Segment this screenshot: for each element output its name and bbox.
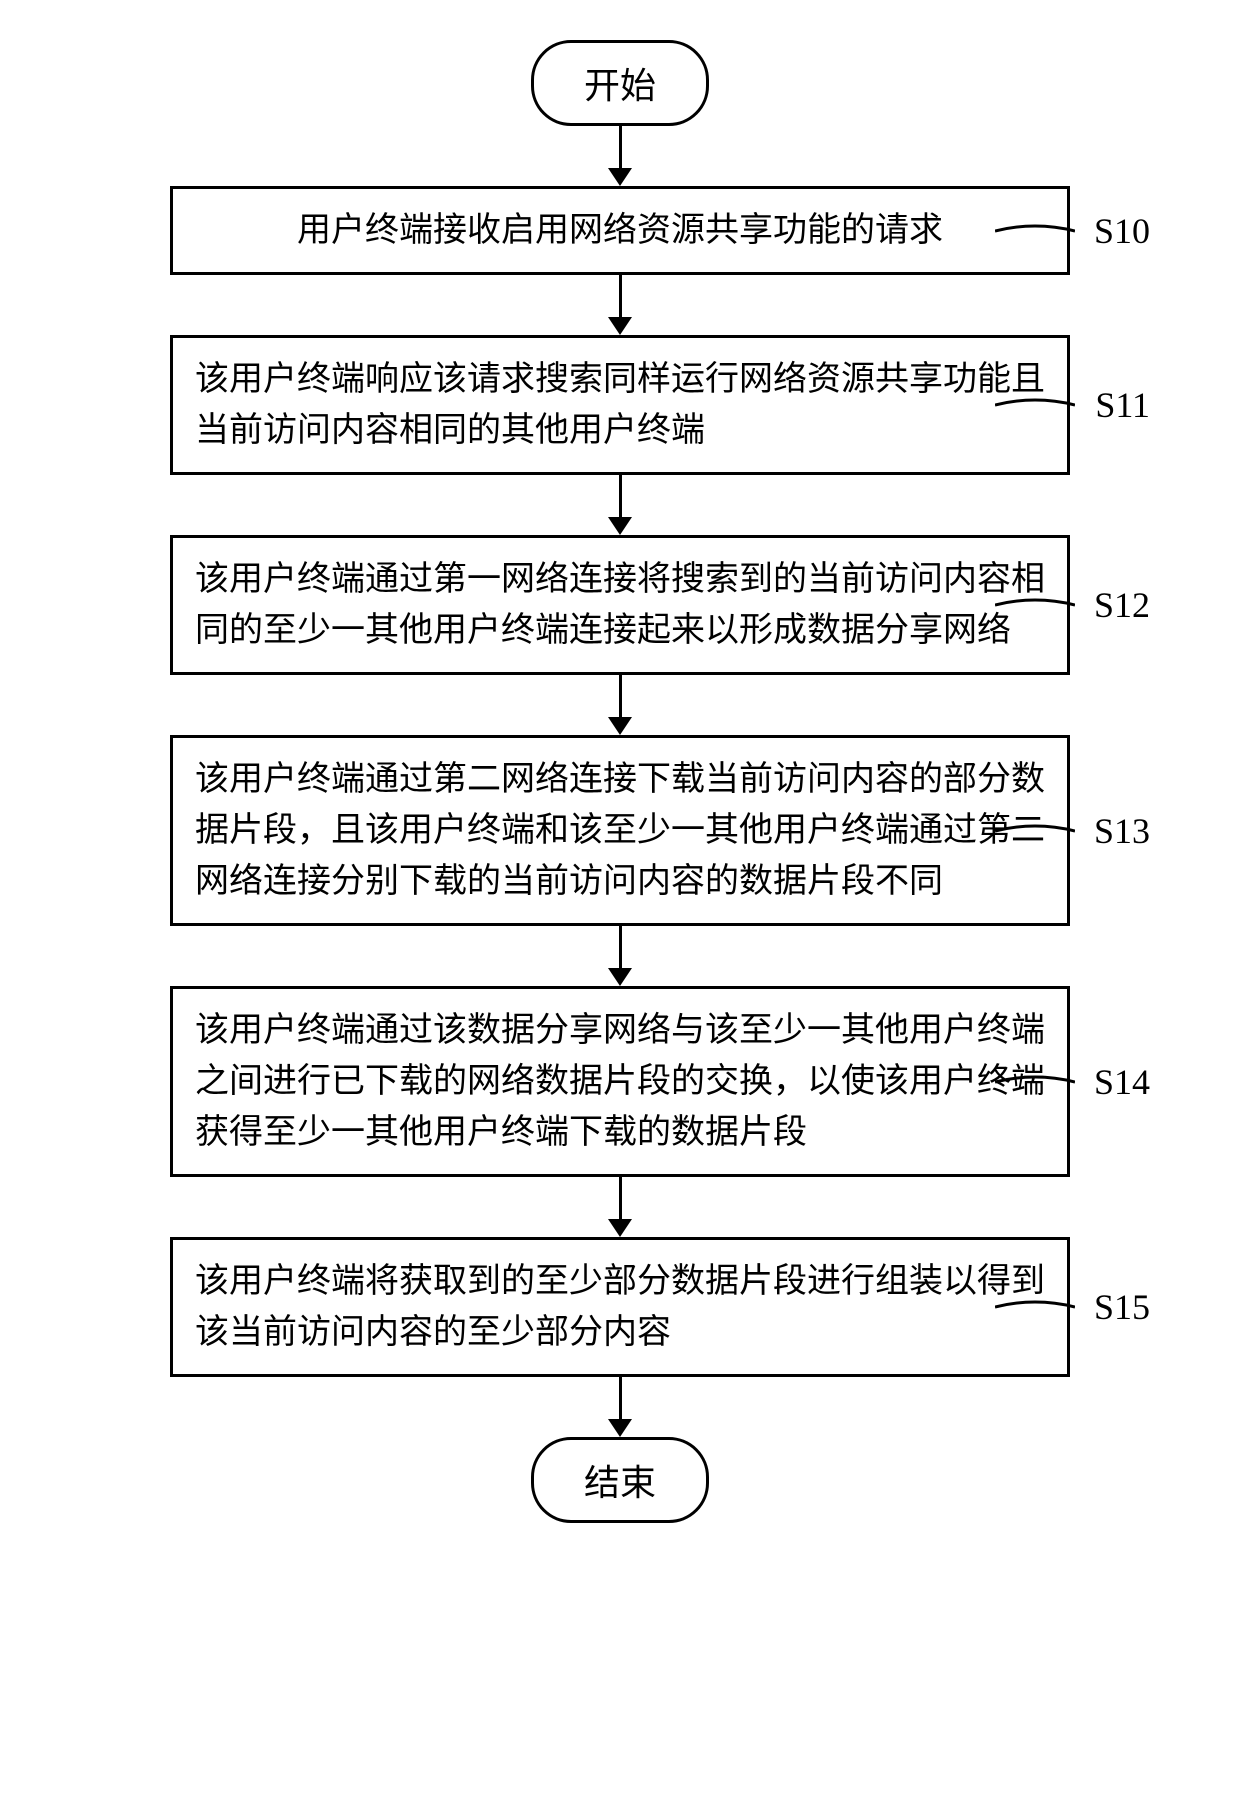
step-label-s12: S12 [1094,584,1150,626]
step-text: 该用户终端通过该数据分享网络与该至少一其他用户终端之间进行已下载的网络数据片段的… [195,1012,1045,1151]
end-terminal: 结束 [531,1437,709,1523]
step-label-s10: S10 [1094,210,1150,252]
process-box-s12: 该用户终端通过第一网络连接将搜索到的当前访问内容相同的至少一其他用户终端连接起来… [170,535,1070,675]
step-row-s15: 该用户终端将获取到的至少部分数据片段进行组装以得到该当前访问内容的至少部分内容 … [70,1237,1170,1377]
step-text: 该用户终端通过第二网络连接下载当前访问内容的部分数据片段，且该用户终端和该至少一… [195,761,1045,900]
step-text: 该用户终端通过第一网络连接将搜索到的当前访问内容相同的至少一其他用户终端连接起来… [195,561,1045,649]
step-text: 该用户终端响应该请求搜索同样运行网络资源共享功能且当前访问内容相同的其他用户终端 [195,361,1045,449]
connector-line [995,390,1075,420]
end-label: 结束 [584,1463,656,1503]
connector-line [995,590,1075,620]
start-label: 开始 [584,66,656,106]
connector-line [995,216,1075,246]
step-text: 该用户终端将获取到的至少部分数据片段进行组装以得到该当前访问内容的至少部分内容 [195,1263,1045,1351]
step-row-s14: 该用户终端通过该数据分享网络与该至少一其他用户终端之间进行已下载的网络数据片段的… [70,986,1170,1177]
arrow [608,1377,632,1437]
process-box-s10: 用户终端接收启用网络资源共享功能的请求 [170,186,1070,275]
arrow [608,675,632,735]
connector-line [995,816,1075,846]
flowchart-container: 开始 用户终端接收启用网络资源共享功能的请求 S10 该用户终端响应该请求搜索同… [70,40,1170,1523]
arrow [608,926,632,986]
arrow [608,1177,632,1237]
arrow [608,126,632,186]
step-row-s13: 该用户终端通过第二网络连接下载当前访问内容的部分数据片段，且该用户终端和该至少一… [70,735,1170,926]
connector-line [995,1067,1075,1097]
process-box-s14: 该用户终端通过该数据分享网络与该至少一其他用户终端之间进行已下载的网络数据片段的… [170,986,1070,1177]
process-box-s15: 该用户终端将获取到的至少部分数据片段进行组装以得到该当前访问内容的至少部分内容 [170,1237,1070,1377]
arrow [608,275,632,335]
step-label-s15: S15 [1094,1286,1150,1328]
connector-line [995,1292,1075,1322]
process-box-s11: 该用户终端响应该请求搜索同样运行网络资源共享功能且当前访问内容相同的其他用户终端 [170,335,1070,475]
step-label-s11: S11 [1095,384,1150,426]
step-text: 用户终端接收启用网络资源共享功能的请求 [297,212,943,249]
step-label-s13: S13 [1094,810,1150,852]
start-terminal: 开始 [531,40,709,126]
step-label-s14: S14 [1094,1061,1150,1103]
step-row-s12: 该用户终端通过第一网络连接将搜索到的当前访问内容相同的至少一其他用户终端连接起来… [70,535,1170,675]
step-row-s10: 用户终端接收启用网络资源共享功能的请求 S10 [70,186,1170,275]
step-row-s11: 该用户终端响应该请求搜索同样运行网络资源共享功能且当前访问内容相同的其他用户终端… [70,335,1170,475]
arrow [608,475,632,535]
process-box-s13: 该用户终端通过第二网络连接下载当前访问内容的部分数据片段，且该用户终端和该至少一… [170,735,1070,926]
